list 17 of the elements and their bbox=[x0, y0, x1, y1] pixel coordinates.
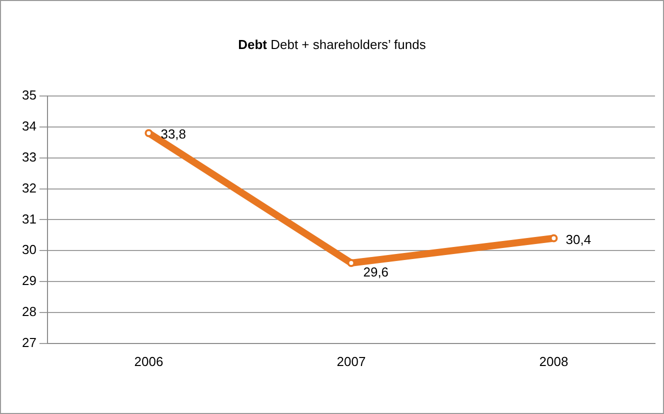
y-tick-label: 33 bbox=[22, 149, 36, 164]
y-tick-label: 28 bbox=[22, 304, 36, 320]
data-label: 33,8 bbox=[160, 126, 186, 142]
y-tick-label: 32 bbox=[22, 180, 36, 196]
y-tick-label: 35 bbox=[22, 88, 36, 103]
x-tick-label: 2007 bbox=[336, 354, 366, 369]
point bbox=[144, 129, 153, 138]
y-tick-label: 30 bbox=[22, 242, 36, 258]
data-label: 30,4 bbox=[566, 232, 592, 247]
chart-title: Debt Debt + shareholders’ funds bbox=[237, 37, 427, 52]
x-tick-label: 2008 bbox=[539, 354, 568, 369]
x-tick-label: 2006 bbox=[134, 354, 164, 369]
y-tick-label: 29 bbox=[22, 273, 36, 288]
y-tick-label: 27 bbox=[22, 334, 36, 350]
y-tick-label: 31 bbox=[22, 211, 36, 226]
y-tick-label: 34 bbox=[22, 118, 36, 134]
data-label: 29,6 bbox=[363, 264, 389, 280]
